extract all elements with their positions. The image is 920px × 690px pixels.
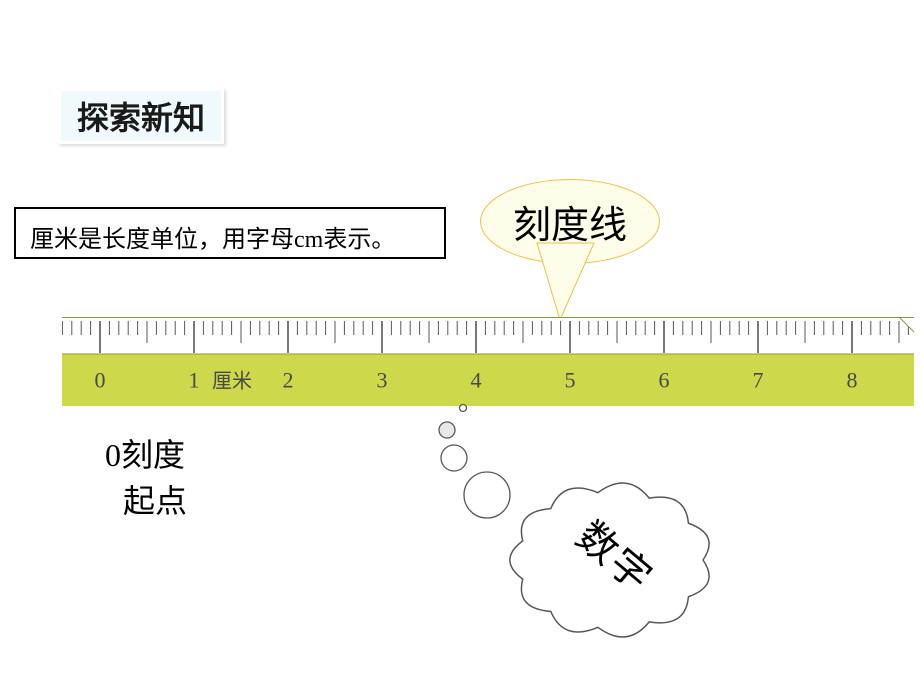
svg-text:2: 2 bbox=[283, 368, 294, 393]
svg-text:厘米: 厘米 bbox=[212, 370, 252, 393]
svg-text:数字: 数字 bbox=[568, 513, 660, 600]
ruler: 0 1 2 3 4 5 6 7 8 厘米 bbox=[62, 317, 914, 405]
zero-label-line2: 起点 bbox=[105, 476, 187, 522]
callout-bubble: 刻度线 bbox=[480, 179, 660, 264]
svg-text:4: 4 bbox=[471, 368, 482, 393]
svg-text:8: 8 bbox=[847, 368, 858, 393]
svg-text:6: 6 bbox=[659, 368, 670, 393]
header-title: 探索新知 bbox=[77, 100, 205, 136]
definition-text: 厘米是长度单位，用字母cm表示。 bbox=[30, 227, 395, 253]
zero-scale-label: 0刻度 起点 bbox=[105, 430, 187, 522]
svg-text:0: 0 bbox=[95, 368, 106, 393]
ruler-svg: 0 1 2 3 4 5 6 7 8 厘米 bbox=[62, 318, 914, 406]
header-box: 探索新知 bbox=[58, 88, 224, 144]
svg-text:3: 3 bbox=[377, 368, 388, 393]
definition-box: 厘米是长度单位，用字母cm表示。 bbox=[14, 207, 446, 259]
svg-text:1: 1 bbox=[189, 368, 200, 393]
zero-label-line1: 0刻度 bbox=[105, 430, 187, 476]
svg-text:5: 5 bbox=[565, 368, 576, 393]
svg-text:7: 7 bbox=[753, 368, 764, 393]
